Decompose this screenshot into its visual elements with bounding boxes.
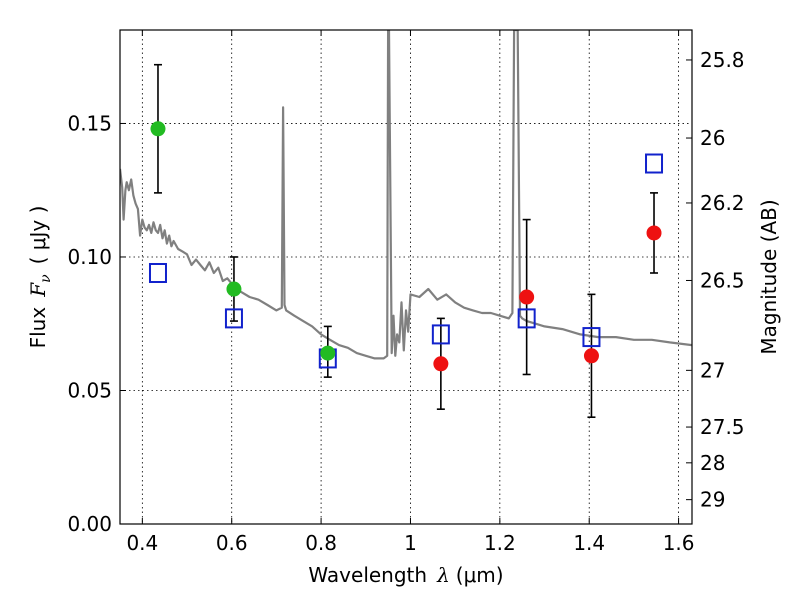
x-tick-label: 0.8 [305, 531, 337, 555]
x-axis-title-text: Wavelength [308, 563, 427, 587]
red-point [433, 356, 449, 372]
model-square [431, 324, 450, 345]
y2-axis-title: Magnitude (AB) [757, 199, 781, 354]
y-tick-label: 0.00 [67, 512, 112, 536]
red-point [646, 225, 662, 241]
model-square [645, 153, 664, 174]
mag-tick-label: 26.5 [700, 268, 745, 292]
plot-markers [148, 63, 664, 418]
plot-frame [119, 29, 693, 525]
axes: 0.4 0.6 0.8 1 1.2 1.4 1.6 0.00 0.05 0.10 0.15 25.8 2… [67, 30, 745, 555]
grid [120, 30, 692, 524]
y-tick-label: 0.10 [67, 245, 112, 269]
x-axis-title-unit: (μm) [456, 563, 504, 587]
spectrum-line [120, 30, 692, 360]
x-tick-label: 1 [404, 531, 417, 555]
x-axis-title: Wavelength λ (μm) [308, 563, 503, 587]
red-point [583, 348, 599, 364]
model-square [582, 327, 601, 348]
mag-tick-label: 27 [700, 358, 725, 382]
x-tick-label: 1.6 [663, 531, 695, 555]
green-point [226, 281, 242, 297]
x-tick-label: 0.4 [126, 531, 158, 555]
y-axis-title-variable: F [26, 282, 50, 298]
x-tick-label: 1.4 [573, 531, 605, 555]
x-axis-title-variable: λ [436, 563, 450, 587]
y-tick-label: 0.15 [67, 111, 112, 135]
mag-tick-label: 26.2 [700, 191, 745, 215]
x-tick-label: 0.6 [216, 531, 248, 555]
mag-tick-label: 26 [700, 126, 725, 150]
green-point [320, 345, 336, 361]
model-square [148, 262, 167, 283]
y-axis-title: Flux Fν ( μJy ) [26, 206, 54, 349]
red-point [519, 289, 535, 305]
y-axis-title-text: Flux [26, 307, 50, 349]
y-axis-title-unit: ( μJy ) [26, 206, 50, 265]
mag-tick-label: 28 [700, 451, 725, 475]
y-axis-title-subscript: ν [38, 274, 54, 283]
plot-data [120, 30, 692, 360]
model-square [224, 308, 243, 329]
y-tick-label: 0.05 [67, 378, 112, 402]
mag-tick-label: 29 [700, 488, 725, 512]
model-square [517, 308, 536, 329]
mag-tick-label: 25.8 [700, 48, 745, 72]
x-tick-label: 1.2 [484, 531, 516, 555]
green-point [150, 121, 166, 137]
mag-tick-label: 27.5 [700, 415, 745, 439]
